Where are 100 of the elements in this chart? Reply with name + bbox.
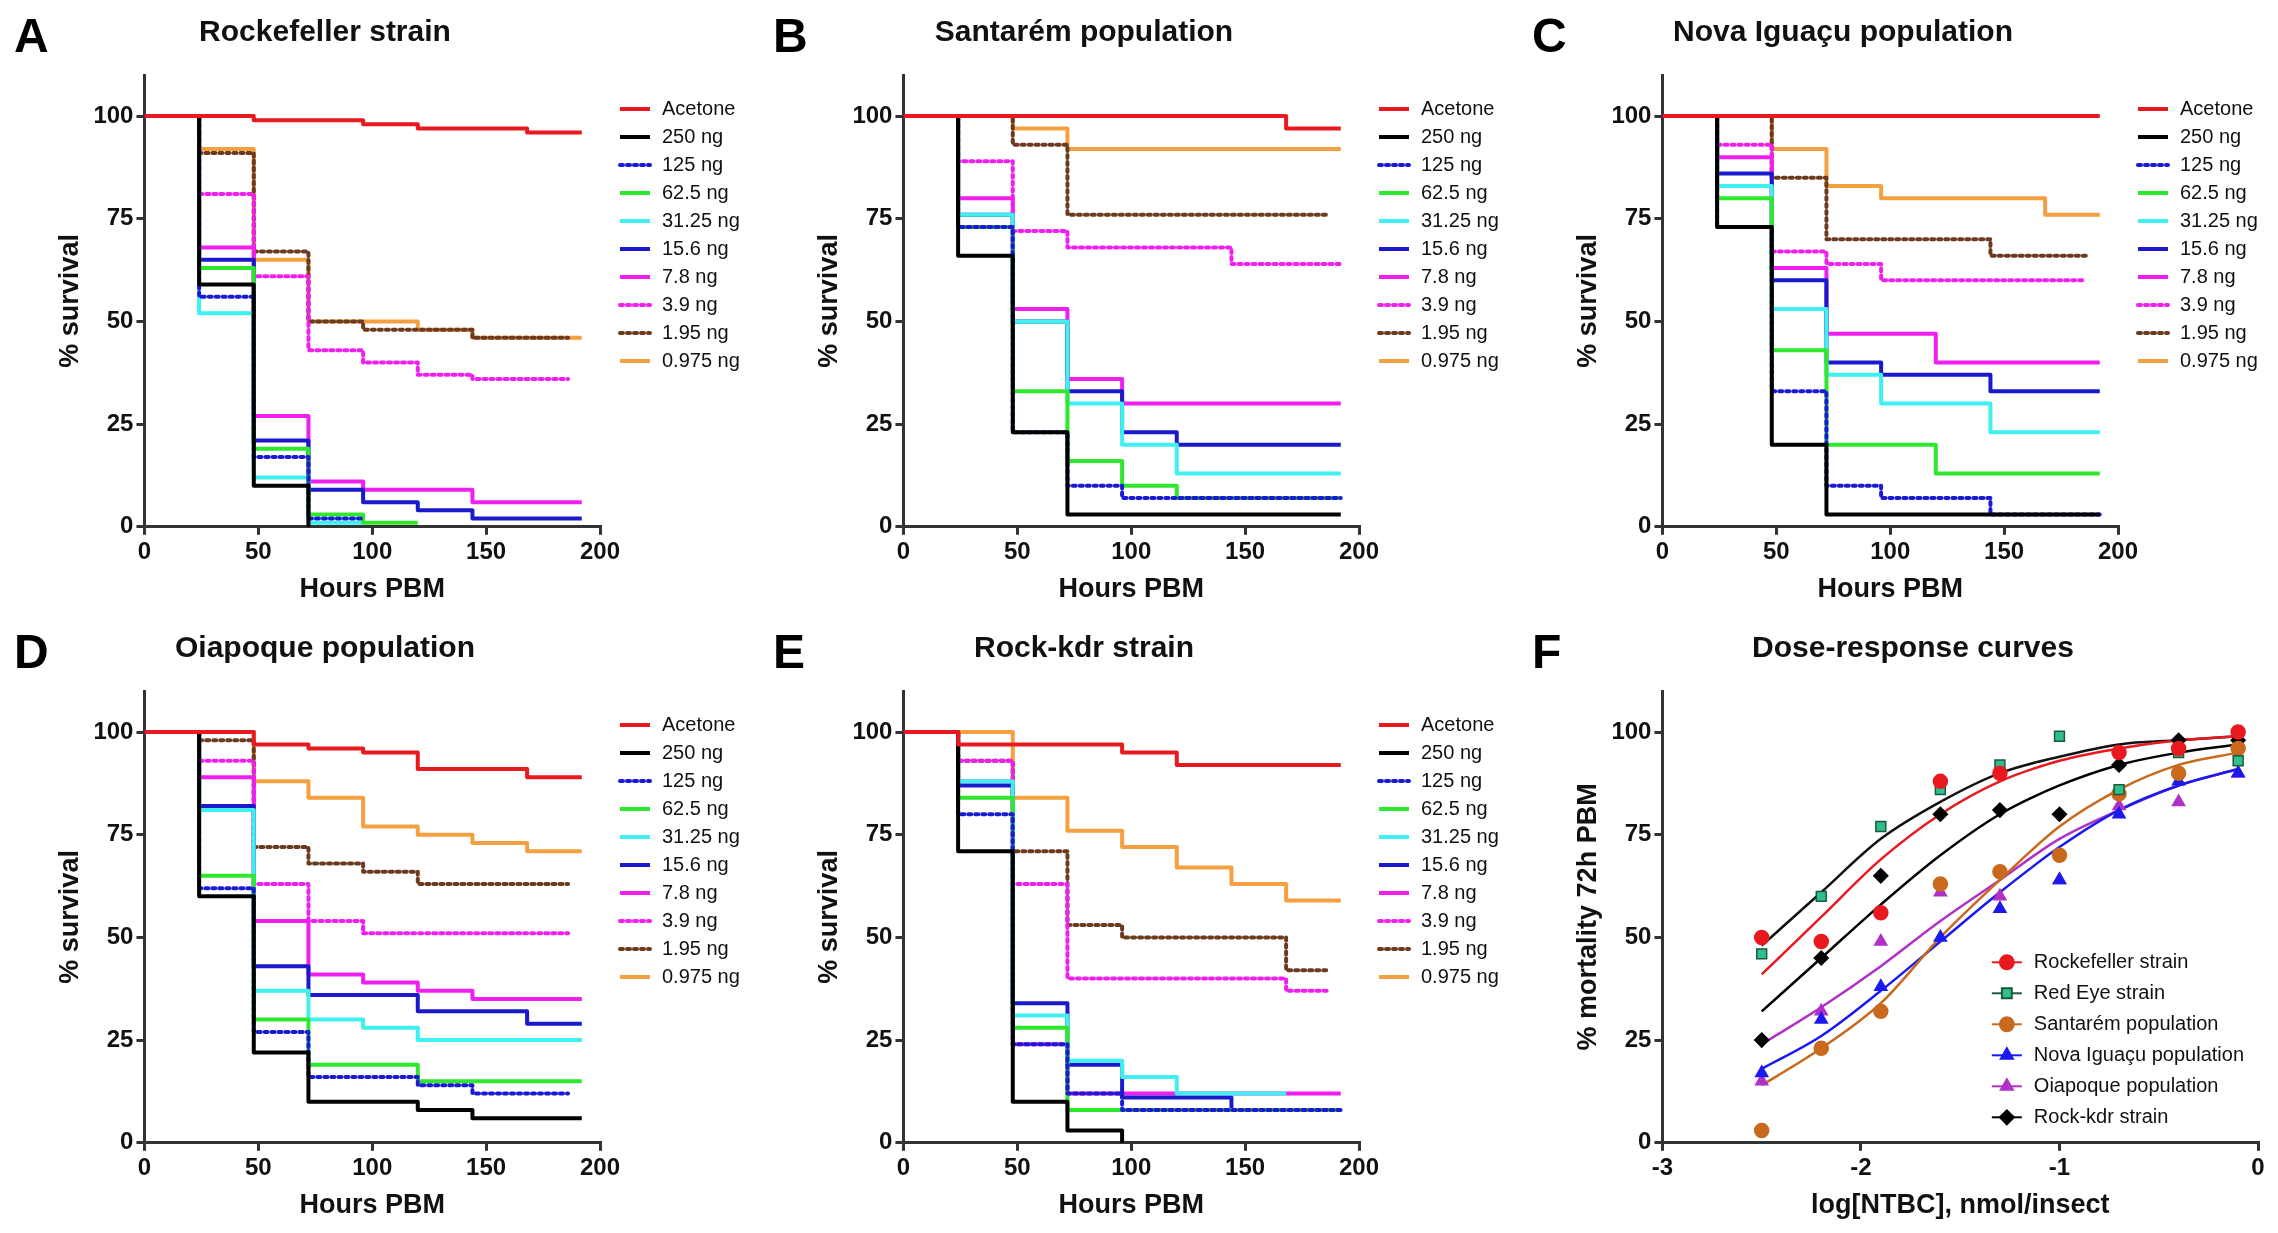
y-tick-label: 75 — [106, 819, 134, 847]
x-tick-label: -2 — [1850, 1152, 1872, 1180]
y-tick-label: 50 — [1624, 306, 1652, 334]
text: D — [14, 624, 49, 679]
x-tick-label: 100 — [1111, 1152, 1152, 1180]
x-tick-label: 50 — [244, 1152, 272, 1180]
x-axis-title: Hours PBM — [1058, 573, 1204, 604]
legend-label: 15.6 ng — [1421, 236, 1488, 259]
legend-label: 125 ng — [662, 768, 724, 791]
x-tick-label: 150 — [466, 1152, 507, 1180]
legend-label: 125 ng — [2180, 152, 2242, 175]
y-axis-title: % survival — [53, 850, 84, 984]
text: F — [1532, 624, 1562, 679]
y-tick-label: 50 — [106, 306, 134, 334]
y-tick-label: 25 — [865, 408, 893, 436]
x-tick-label: 0 — [896, 1152, 911, 1180]
legend-label: 31.25 ng — [1421, 208, 1499, 231]
x-tick-label: 0 — [896, 536, 911, 564]
x-tick-label: 100 — [352, 536, 393, 564]
y-tick-label: 75 — [865, 819, 893, 847]
x-axis-title: Hours PBM — [1058, 1189, 1204, 1220]
y-tick-label: 75 — [1624, 203, 1652, 231]
y-tick-label: 100 — [93, 100, 134, 128]
chart-title: Oiapoque population — [175, 630, 475, 664]
legend-label: 250 ng — [662, 740, 724, 763]
legend-label: 0.975 ng — [662, 964, 740, 987]
y-tick-label: 75 — [1624, 819, 1652, 847]
x-tick-label: 100 — [352, 1152, 393, 1180]
y-axis-title: % mortality 72h PBM — [1571, 783, 1602, 1051]
x-tick-label: 50 — [244, 536, 272, 564]
text: E — [773, 624, 806, 679]
legend-label: Rock-kdr strain — [2033, 1104, 2169, 1127]
x-tick-label: 100 — [1870, 536, 1911, 564]
legend-label: 3.9 ng — [1421, 908, 1477, 931]
y-tick-label: 25 — [106, 408, 134, 436]
x-tick-label: 0 — [137, 536, 152, 564]
legend-label: 62.5 ng — [2180, 180, 2247, 203]
y-tick-label: 0 — [1638, 511, 1652, 539]
x-tick-label: 200 — [2097, 536, 2139, 564]
x-tick-label: 150 — [1225, 536, 1266, 564]
legend-label: Acetone — [662, 712, 736, 735]
legend-label: 3.9 ng — [2180, 292, 2236, 315]
legend-label: 250 ng — [2180, 124, 2242, 147]
legend-label: 3.9 ng — [662, 908, 718, 931]
x-axis-title: Hours PBM — [299, 1189, 445, 1220]
legend-label: 0.975 ng — [1421, 348, 1499, 371]
x-tick-label: 200 — [1338, 1152, 1380, 1180]
legend-label: 125 ng — [662, 152, 724, 175]
x-axis-title: Hours PBM — [1817, 573, 1963, 604]
y-tick-label: 50 — [1624, 922, 1652, 950]
legend-label: Acetone — [1421, 96, 1495, 119]
legend-label: 15.6 ng — [1421, 852, 1488, 875]
y-tick-label: 50 — [106, 922, 134, 950]
legend-label: 1.95 ng — [662, 320, 729, 343]
x-tick-label: 200 — [1338, 536, 1380, 564]
chart-title: Santarém population — [934, 14, 1234, 48]
legend-label: Nova Iguaçu population — [2033, 1042, 2244, 1065]
x-tick-label: 0 — [2251, 1152, 2265, 1180]
y-tick-label: 100 — [852, 100, 893, 128]
y-axis-title: % survival — [812, 234, 843, 368]
x-tick-label: 150 — [1225, 1152, 1266, 1180]
legend-label: 31.25 ng — [1421, 824, 1499, 847]
legend-label: 7.8 ng — [662, 264, 718, 287]
x-tick-label: 150 — [1984, 536, 2025, 564]
y-tick-label: 25 — [1624, 408, 1652, 436]
y-tick-label: 25 — [106, 1024, 134, 1052]
legend-label: 31.25 ng — [662, 208, 740, 231]
y-tick-label: 100 — [93, 716, 134, 744]
legend-label: 250 ng — [1421, 124, 1483, 147]
y-tick-label: 0 — [1638, 1127, 1652, 1155]
legend-label: 125 ng — [1421, 152, 1483, 175]
legend-label: 0.975 ng — [662, 348, 740, 371]
x-tick-label: 150 — [466, 536, 507, 564]
y-tick-label: 25 — [865, 1024, 893, 1052]
text: B — [773, 8, 808, 63]
legend-label: 62.5 ng — [662, 180, 729, 203]
y-tick-label: 100 — [1611, 716, 1652, 744]
y-tick-label: 100 — [852, 716, 893, 744]
text: C — [1532, 8, 1567, 63]
y-tick-label: 25 — [1624, 1024, 1652, 1052]
legend-label: 3.9 ng — [662, 292, 718, 315]
legend-label: 62.5 ng — [662, 796, 729, 819]
legend-label: 31.25 ng — [2180, 208, 2258, 231]
x-tick-label: 50 — [1003, 536, 1031, 564]
legend-label: Acetone — [2180, 96, 2254, 119]
x-tick-label: 50 — [1762, 536, 1790, 564]
legend-label: 250 ng — [1421, 740, 1483, 763]
chart-title: Nova Iguaçu population — [1672, 14, 2014, 48]
x-tick-label: 200 — [579, 1152, 621, 1180]
y-tick-label: 0 — [120, 511, 134, 539]
legend-label: 7.8 ng — [2180, 264, 2236, 287]
legend-label: 1.95 ng — [2180, 320, 2247, 343]
legend-label: 1.95 ng — [662, 936, 729, 959]
legend-label: 125 ng — [1421, 768, 1483, 791]
legend-label: Red Eye strain — [2033, 980, 2166, 1003]
x-tick-label: -3 — [1651, 1152, 1674, 1180]
y-axis-title: % survival — [53, 234, 84, 368]
legend-label: 250 ng — [662, 124, 724, 147]
y-tick-label: 75 — [106, 203, 134, 231]
y-tick-label: 50 — [865, 306, 893, 334]
